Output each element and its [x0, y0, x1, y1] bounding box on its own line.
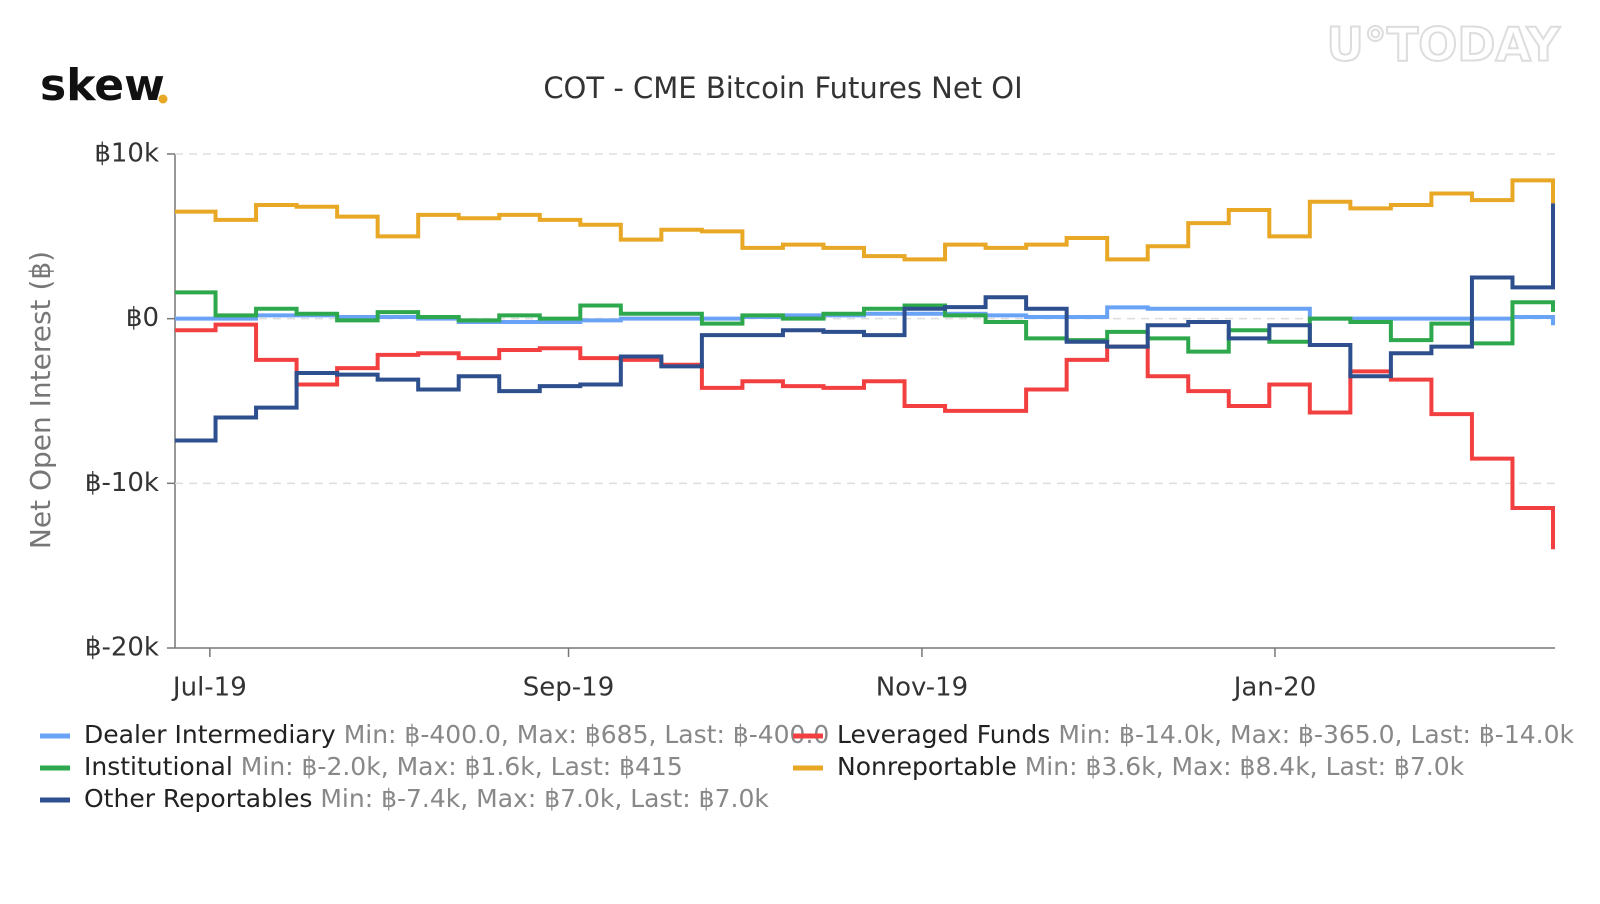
series-line [175, 290, 1555, 354]
legend-stats: Min: ฿-400.0, Max: ฿685, Last: ฿-400.0 [344, 720, 830, 749]
series-line [175, 203, 1555, 443]
legend-name: Leveraged Funds [837, 720, 1050, 749]
y-tick-label: ฿10k [94, 139, 159, 169]
watermark: U°TODAY [1326, 18, 1560, 72]
logo: skew [40, 60, 165, 111]
legend-stats: Min: ฿3.6k, Max: ฿8.4k, Last: ฿7.0k [1025, 752, 1465, 781]
y-tick-label: ฿-20k [85, 633, 159, 663]
legend-entry: Institutional Min: ฿-2.0k, Max: ฿1.6k, La… [84, 752, 683, 781]
legend-entry: Nonreportable Min: ฿3.6k, Max: ฿8.4k, Las… [837, 752, 1465, 781]
y-tick-label: ฿0 [126, 303, 159, 333]
series-line [175, 178, 1555, 262]
legend-entry: Other Reportables Min: ฿-7.4k, Max: ฿7.0k… [84, 784, 769, 813]
x-tick-label: Sep-19 [523, 673, 614, 703]
legend-stats: Min: ฿-2.0k, Max: ฿1.6k, Last: ฿415 [241, 752, 683, 781]
legend-entry: Leveraged Funds Min: ฿-14.0k, Max: ฿-365.… [837, 720, 1574, 749]
legend-name: Other Reportables [84, 784, 312, 813]
series-line [175, 322, 1555, 550]
legend-name: Institutional [84, 752, 233, 781]
y-tick-label: ฿-10k [85, 468, 159, 498]
x-tick-label: Nov-19 [876, 673, 969, 703]
logo-dot [158, 94, 168, 104]
x-tick-label: Jul-19 [171, 673, 247, 703]
y-axis-label: Net Open Interest (฿) [24, 251, 57, 549]
chart-title: COT - CME Bitcoin Futures Net OI [543, 71, 1022, 105]
legend-entry: Dealer Intermediary Min: ฿-400.0, Max: ฿6… [84, 720, 829, 749]
x-tick-label: Jan-20 [1232, 673, 1317, 703]
legend-name: Nonreportable [837, 752, 1017, 781]
legend-stats: Min: ฿-14.0k, Max: ฿-365.0, Last: ฿-14.0… [1058, 720, 1574, 749]
legend-name: Dealer Intermediary [84, 720, 336, 749]
legend-stats: Min: ฿-7.4k, Max: ฿7.0k, Last: ฿7.0k [320, 784, 769, 813]
